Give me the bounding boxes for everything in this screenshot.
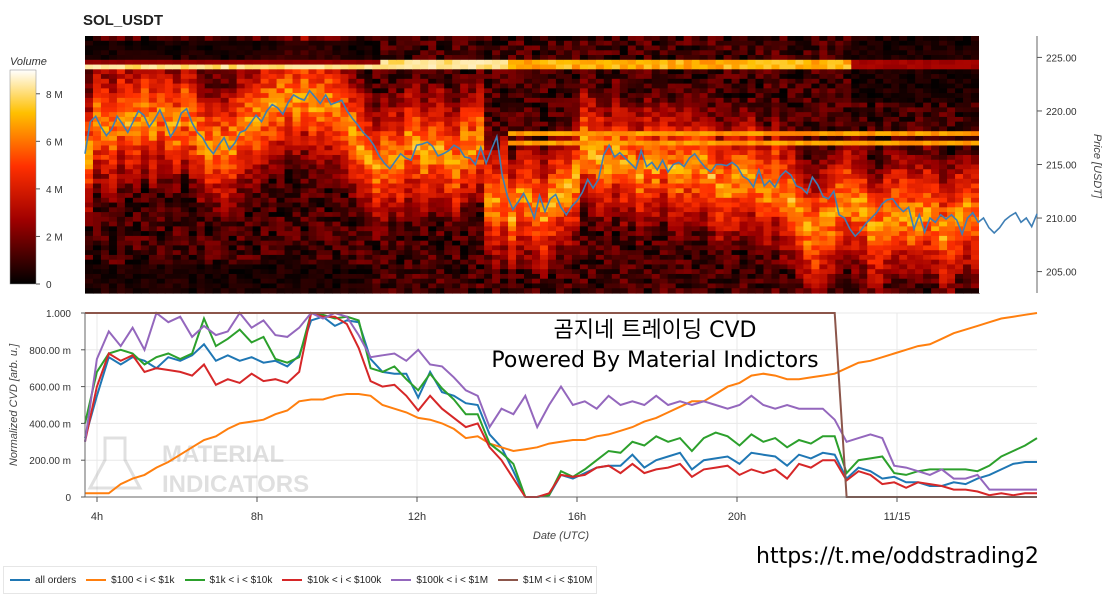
chart-title: SOL_USDT: [83, 12, 164, 29]
legend-swatch: [391, 579, 412, 581]
legend-label: $1M < i < $10M: [523, 574, 593, 586]
cvd-plot-area: [85, 313, 1037, 497]
colorbar-label: Volume: [10, 56, 47, 68]
legend-item[interactable]: $10k < i < $100k: [282, 575, 381, 586]
cvd-x-tick: 16h: [568, 511, 586, 523]
cvd-y-tick: 600.00 m: [29, 383, 71, 394]
legend-swatch: [184, 579, 205, 581]
cvd-y-tick: 1.000: [46, 309, 71, 320]
cvd-x-tick: 12h: [408, 511, 426, 523]
colorbar-tick: 4 M: [46, 185, 63, 196]
cvd-y-tick: 200.00 m: [29, 456, 71, 467]
price-tick: 220.00: [1046, 107, 1077, 118]
legend-swatch: [282, 579, 303, 581]
overlay-url: https://t.me/oddstrading2: [756, 544, 1039, 569]
legend-label: $100k < i < $1M: [416, 574, 489, 586]
legend-label: all orders: [35, 574, 77, 586]
legend-label: $100 < i < $1k: [111, 574, 175, 586]
overlay-subtitle: Powered By Material Indictors: [491, 348, 819, 373]
colorbar-tick: 8 M: [46, 90, 63, 101]
price-axis-label: Price [USDT]: [1091, 134, 1103, 199]
cvd-series-line: [85, 312, 1038, 495]
price-line: [84, 89, 1038, 238]
heatmap-chart: Volume 0 2 M 4 M 6 M 8 M 205.00 210.00 215.00 2…: [9, 36, 1103, 294]
cvd-series-line: [84, 311, 1038, 498]
colorbar-tick: 2 M: [46, 232, 63, 243]
cvd-x-tick: 8h: [251, 511, 263, 523]
legend: all orders $100 < i < $1k $1k < i < $10k $1…: [3, 566, 597, 594]
colorbar-tick: 0: [46, 280, 52, 291]
cvd-x-tick: 4h: [91, 511, 103, 523]
price-tick: 215.00: [1046, 161, 1077, 172]
watermark-line2: INDICATORS: [162, 471, 309, 498]
cvd-y-tick: 400.00 m: [29, 419, 71, 430]
legend-label: $1k < i < $10k: [209, 574, 273, 586]
colorbar: [9, 69, 37, 285]
price-tick: 205.00: [1046, 268, 1077, 279]
price-axis-area: [979, 36, 1037, 293]
price-tick: 210.00: [1046, 214, 1077, 225]
legend-swatch: [10, 579, 30, 581]
legend-label: $10k < i < $100k: [307, 574, 382, 586]
price-tick: 225.00: [1046, 53, 1077, 64]
legend-item[interactable]: all orders: [10, 575, 76, 586]
cvd-chart: MATERIAL INDICATORS 0 200.00 m 400.00 m 600…: [8, 309, 1038, 542]
cvd-y-label: Normalized CVD [arb. u.]: [8, 343, 20, 466]
cvd-series-line: [84, 311, 1037, 498]
legend-item[interactable]: $100k < i < $1M: [391, 575, 488, 586]
colorbar-tick: 6 M: [46, 137, 63, 148]
flask-icon: [87, 436, 143, 490]
cvd-x-tick: 11/15: [884, 511, 911, 523]
legend-item[interactable]: $1k < i < $10k: [184, 574, 273, 586]
cvd-series-line: [84, 311, 1037, 491]
legend-item[interactable]: $100 < i < $1k: [86, 574, 175, 586]
overlay-title: 곰지네 트레이딩 CVD: [553, 318, 757, 343]
cvd-x-label: Date (UTC): [533, 530, 590, 542]
cvd-y-tick: 0: [65, 493, 71, 504]
legend-swatch: [86, 579, 107, 581]
watermark: MATERIAL INDICATORS: [87, 436, 309, 498]
legend-swatch: [498, 579, 519, 581]
cvd-y-tick: 800.00 m: [29, 346, 71, 357]
legend-item[interactable]: $1M < i < $10M: [498, 574, 593, 586]
cvd-x-tick: 20h: [728, 511, 746, 523]
